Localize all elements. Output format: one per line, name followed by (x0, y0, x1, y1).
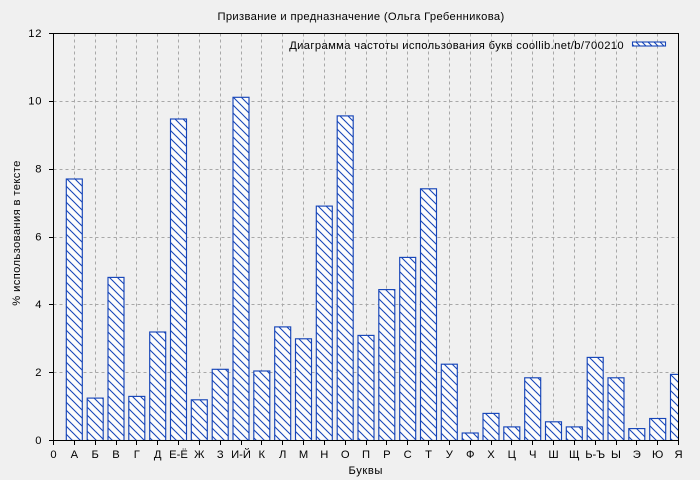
svg-text:10: 10 (28, 96, 42, 108)
svg-text:Ф: Ф (466, 449, 475, 461)
svg-text:И-Й: И-Й (231, 448, 251, 461)
svg-text:П: П (362, 449, 370, 461)
svg-text:Ж: Ж (194, 449, 205, 461)
svg-text:Г: Г (134, 449, 140, 461)
svg-text:Призвание и предназначение (Ол: Призвание и предназначение (Ольга Гребен… (217, 11, 504, 23)
svg-text:4: 4 (35, 299, 42, 311)
svg-text:Я: Я (674, 449, 682, 461)
svg-text:М: М (299, 449, 308, 461)
svg-text:0: 0 (35, 435, 42, 447)
svg-text:2: 2 (35, 367, 42, 379)
svg-text:% использования в тексте: % использования в тексте (11, 160, 23, 305)
svg-text:Х: Х (487, 449, 495, 461)
svg-text:С: С (404, 449, 412, 461)
svg-text:6: 6 (35, 231, 42, 243)
svg-text:З: З (217, 449, 224, 461)
svg-text:Щ: Щ (569, 449, 580, 461)
svg-text:Диаграмма частоты использовани: Диаграмма частоты использования букв coo… (289, 40, 624, 52)
svg-text:0: 0 (50, 449, 56, 461)
svg-text:Ч: Ч (529, 449, 536, 461)
svg-text:Ю: Ю (652, 449, 663, 461)
svg-text:Ь-Ъ: Ь-Ъ (585, 449, 605, 461)
svg-text:О: О (341, 449, 350, 461)
svg-text:Б: Б (92, 449, 99, 461)
svg-text:У: У (446, 449, 454, 461)
svg-text:Ц: Ц (508, 449, 517, 461)
svg-text:12: 12 (28, 28, 42, 40)
svg-text:Т: Т (425, 449, 432, 461)
svg-text:8: 8 (35, 164, 42, 176)
svg-text:А: А (71, 449, 79, 461)
svg-text:К: К (259, 449, 266, 461)
svg-text:Буквы: Буквы (349, 465, 384, 477)
svg-text:Р: Р (383, 449, 390, 461)
svg-text:Э: Э (633, 449, 641, 461)
svg-text:Д: Д (154, 449, 162, 461)
svg-text:Е-Ё: Е-Ё (169, 449, 188, 461)
svg-text:Ш: Ш (548, 449, 558, 461)
svg-text:Ы: Ы (611, 449, 621, 461)
svg-text:Н: Н (320, 449, 328, 461)
svg-text:Л: Л (279, 449, 286, 461)
svg-text:В: В (112, 449, 119, 461)
